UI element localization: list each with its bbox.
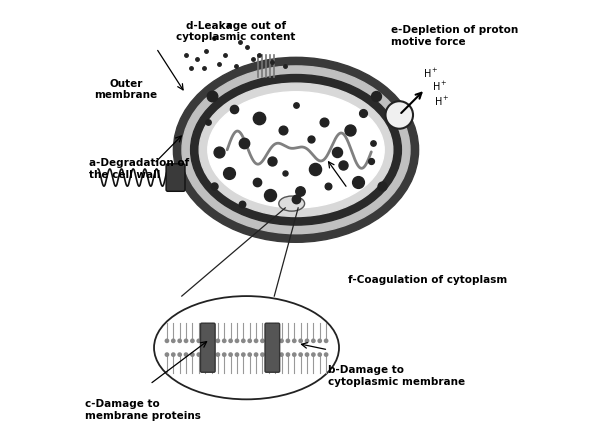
Circle shape bbox=[177, 352, 182, 357]
Circle shape bbox=[298, 352, 303, 357]
Circle shape bbox=[260, 339, 265, 343]
Circle shape bbox=[273, 352, 278, 357]
Circle shape bbox=[285, 352, 290, 357]
Circle shape bbox=[222, 339, 227, 343]
Circle shape bbox=[324, 339, 329, 343]
Circle shape bbox=[241, 352, 246, 357]
Circle shape bbox=[385, 101, 413, 129]
Circle shape bbox=[234, 339, 239, 343]
Circle shape bbox=[247, 339, 252, 343]
Circle shape bbox=[215, 352, 220, 357]
Circle shape bbox=[311, 339, 316, 343]
Circle shape bbox=[254, 339, 259, 343]
Circle shape bbox=[177, 339, 182, 343]
Ellipse shape bbox=[208, 92, 384, 208]
Circle shape bbox=[254, 352, 259, 357]
Text: Outer
membrane: Outer membrane bbox=[95, 79, 157, 100]
Circle shape bbox=[184, 339, 188, 343]
Circle shape bbox=[197, 339, 201, 343]
Circle shape bbox=[209, 352, 214, 357]
Text: b-Damage to
cytoplasmic membrane: b-Damage to cytoplasmic membrane bbox=[329, 365, 465, 387]
FancyBboxPatch shape bbox=[265, 323, 279, 372]
Circle shape bbox=[260, 352, 265, 357]
Circle shape bbox=[190, 339, 195, 343]
Circle shape bbox=[292, 339, 297, 343]
Ellipse shape bbox=[199, 83, 393, 216]
Circle shape bbox=[197, 352, 201, 357]
Ellipse shape bbox=[173, 57, 419, 242]
Circle shape bbox=[279, 339, 284, 343]
Circle shape bbox=[285, 339, 290, 343]
Text: c-Damage to
membrane proteins: c-Damage to membrane proteins bbox=[85, 399, 201, 421]
Circle shape bbox=[215, 339, 220, 343]
Circle shape bbox=[165, 352, 169, 357]
Circle shape bbox=[203, 339, 208, 343]
Text: H$^+$: H$^+$ bbox=[432, 80, 447, 93]
Circle shape bbox=[229, 352, 233, 357]
Circle shape bbox=[222, 352, 227, 357]
Circle shape bbox=[317, 352, 322, 357]
Ellipse shape bbox=[154, 296, 339, 399]
Circle shape bbox=[266, 339, 271, 343]
Text: f-Coagulation of cytoplasm: f-Coagulation of cytoplasm bbox=[348, 275, 507, 284]
Text: H$^+$: H$^+$ bbox=[423, 67, 439, 81]
Circle shape bbox=[298, 339, 303, 343]
Text: a-Degradation of
the cell wall: a-Degradation of the cell wall bbox=[89, 158, 190, 180]
Ellipse shape bbox=[191, 74, 401, 225]
Circle shape bbox=[311, 352, 316, 357]
Circle shape bbox=[203, 352, 208, 357]
Circle shape bbox=[305, 339, 310, 343]
FancyBboxPatch shape bbox=[166, 164, 185, 191]
Text: e-Depletion of proton
motive force: e-Depletion of proton motive force bbox=[391, 25, 518, 47]
Circle shape bbox=[266, 352, 271, 357]
Circle shape bbox=[241, 339, 246, 343]
Circle shape bbox=[324, 352, 329, 357]
Circle shape bbox=[229, 339, 233, 343]
Circle shape bbox=[171, 339, 176, 343]
Circle shape bbox=[171, 352, 176, 357]
Text: d-Leakage out of
cytoplasmic content: d-Leakage out of cytoplasmic content bbox=[176, 21, 295, 42]
Circle shape bbox=[247, 352, 252, 357]
Circle shape bbox=[317, 339, 322, 343]
Ellipse shape bbox=[182, 66, 410, 234]
Circle shape bbox=[184, 352, 188, 357]
FancyBboxPatch shape bbox=[201, 323, 215, 372]
Text: H$^+$: H$^+$ bbox=[434, 95, 449, 108]
Circle shape bbox=[209, 339, 214, 343]
Ellipse shape bbox=[279, 196, 305, 211]
Circle shape bbox=[273, 339, 278, 343]
Circle shape bbox=[190, 352, 195, 357]
Circle shape bbox=[292, 352, 297, 357]
Circle shape bbox=[279, 352, 284, 357]
Circle shape bbox=[165, 339, 169, 343]
Circle shape bbox=[234, 352, 239, 357]
Circle shape bbox=[305, 352, 310, 357]
